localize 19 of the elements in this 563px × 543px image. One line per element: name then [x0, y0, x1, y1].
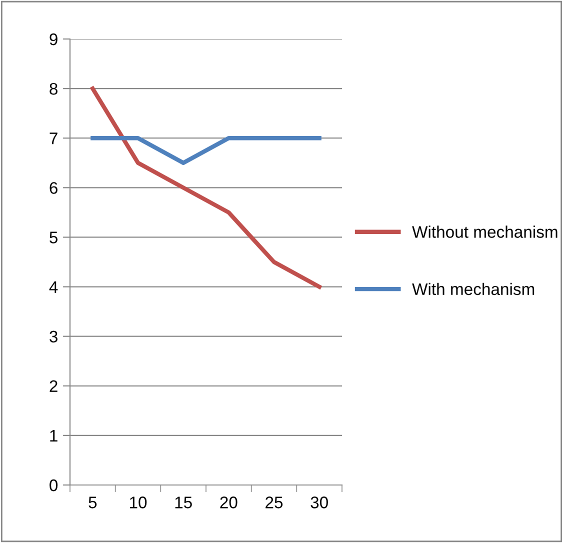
line-series	[90, 86, 322, 289]
y-tick-label: 4	[49, 281, 58, 293]
x-tick-label: 20	[220, 496, 238, 508]
x-tick-label: 30	[310, 496, 328, 508]
y-tick-label: 8	[50, 82, 58, 95]
y-tick-label: 7	[50, 132, 58, 144]
y-tick-label: 3	[50, 330, 58, 343]
x-tick-label: 15	[175, 496, 192, 508]
x-tick-label: 5	[88, 496, 97, 508]
y-tick-label: 0	[50, 479, 58, 492]
x-tick-label: 10	[130, 496, 147, 508]
y-tick-label: 2	[50, 380, 58, 392]
y-tick-label: 6	[50, 182, 58, 194]
y-tick-label: 9	[50, 33, 58, 46]
y-tick-label: 5	[50, 232, 58, 244]
legend-label: Without mechanism	[412, 226, 558, 238]
y-tick-label: 1	[50, 430, 58, 442]
legend-label: With mechanism	[412, 282, 534, 296]
x-tick-label: 25	[266, 496, 283, 508]
